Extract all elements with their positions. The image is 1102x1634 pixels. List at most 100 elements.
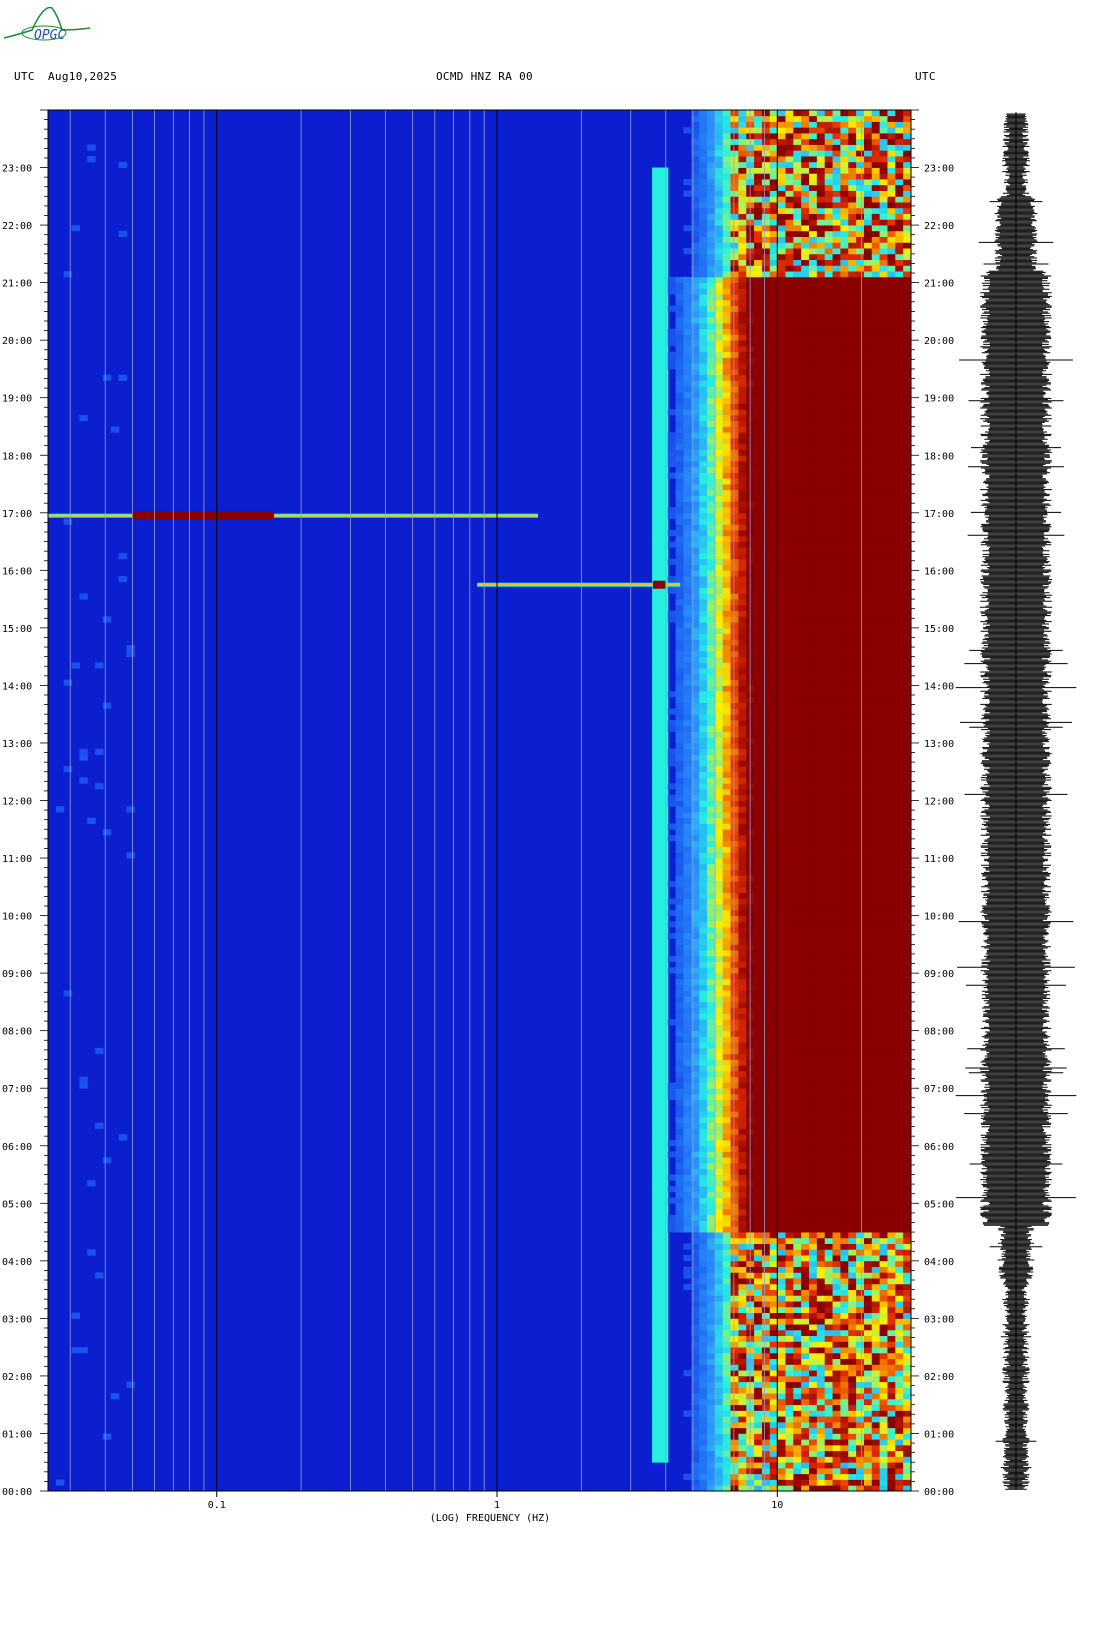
heatmap-cell <box>816 904 826 911</box>
heatmap-cell <box>879 760 889 767</box>
heatmap-cell <box>785 1341 794 1348</box>
heatmap-cell <box>832 1214 841 1221</box>
heatmap-cell <box>824 1404 834 1411</box>
heatmap-cell <box>659 944 669 951</box>
heatmap-cell <box>699 829 708 836</box>
heatmap-cell <box>761 1301 771 1308</box>
heatmap-cell <box>738 1393 747 1400</box>
heatmap-cell <box>699 1232 708 1239</box>
heatmap-cell <box>895 1076 904 1083</box>
heatmap-cell <box>816 1116 826 1124</box>
heatmap-cell <box>769 1134 779 1141</box>
heatmap-cell <box>738 1427 747 1434</box>
heatmap-cell <box>848 702 857 709</box>
heatmap-cell <box>801 1312 810 1319</box>
heatmap-cell <box>793 1047 802 1055</box>
heatmap-cell <box>895 719 904 727</box>
heatmap-cell <box>887 1266 896 1273</box>
heatmap-cell <box>856 1226 865 1233</box>
heatmap-cell <box>761 886 771 893</box>
heatmap-cell <box>95 783 104 790</box>
heatmap-cell <box>707 1341 716 1348</box>
heatmap-cell <box>699 662 708 669</box>
heatmap-cell <box>754 1260 763 1267</box>
heatmap-cell <box>879 909 889 916</box>
heatmap-cell <box>722 978 732 986</box>
heatmap-cell <box>816 1456 826 1463</box>
heatmap-cell <box>675 777 685 784</box>
heatmap-cell <box>730 1070 739 1078</box>
heatmap-cell <box>895 1473 904 1480</box>
heatmap-cell <box>683 1473 692 1480</box>
heatmap-cell <box>652 1433 661 1440</box>
heatmap-cell <box>714 627 724 635</box>
heatmap-cell <box>659 662 669 669</box>
heatmap-cell <box>777 817 787 824</box>
heatmap-cell <box>730 714 739 721</box>
heatmap-cell <box>871 1404 881 1411</box>
heatmap-cell <box>667 1082 677 1089</box>
heatmap-cell <box>730 961 739 968</box>
heatmap-cell <box>738 1398 747 1406</box>
heatmap-cell <box>730 1116 739 1124</box>
heatmap-cell <box>832 639 841 646</box>
heatmap-cell <box>793 656 802 663</box>
heatmap-cell <box>848 1070 857 1078</box>
heatmap-cell <box>840 950 849 957</box>
heatmap-cell <box>722 1007 732 1014</box>
heatmap-cell <box>816 1013 826 1020</box>
heatmap-cell <box>707 1059 716 1066</box>
heatmap-cell <box>699 1065 708 1072</box>
heatmap-cell <box>895 1134 904 1141</box>
heatmap-cell <box>840 668 849 675</box>
heatmap-cell <box>699 1168 708 1175</box>
heatmap-cell <box>871 656 881 663</box>
heatmap-cell <box>730 1416 739 1423</box>
heatmap-cell <box>754 725 763 732</box>
heatmap-cell <box>785 1329 794 1337</box>
heatmap-cell <box>652 1163 661 1170</box>
heatmap-cell <box>903 1128 911 1135</box>
heatmap-cell <box>738 1197 747 1204</box>
heatmap-cell <box>699 668 708 675</box>
heatmap-cell <box>652 817 661 824</box>
heatmap-cell <box>714 1433 724 1440</box>
heatmap-cell <box>824 944 834 951</box>
heatmap-cell <box>809 777 818 784</box>
heatmap-cell <box>699 1312 708 1319</box>
heatmap-cell <box>816 1157 826 1164</box>
heatmap-cell <box>683 1082 692 1089</box>
heatmap-cell <box>895 783 904 790</box>
heatmap-cell <box>761 984 771 991</box>
heatmap-cell <box>785 1099 794 1106</box>
heatmap-cell <box>871 898 881 905</box>
heatmap-cell <box>801 1053 810 1060</box>
heatmap-cell <box>824 765 834 773</box>
heatmap-cell <box>691 1168 700 1175</box>
heatmap-cell <box>848 742 857 750</box>
heatmap-cell <box>848 984 857 991</box>
heatmap-cell <box>730 1134 739 1141</box>
heatmap-cell <box>793 1260 802 1267</box>
heatmap-cell <box>730 656 739 663</box>
heatmap-cell <box>879 961 889 968</box>
heatmap-cell <box>699 990 708 997</box>
heatmap-cell <box>887 1278 896 1285</box>
heatmap-cell <box>879 1019 889 1026</box>
heatmap-cell <box>903 593 911 600</box>
heatmap-cell <box>793 904 802 911</box>
heatmap-cell <box>722 1030 732 1037</box>
heatmap-cell <box>730 1013 739 1020</box>
heatmap-cell <box>824 662 834 669</box>
heatmap-cell <box>871 1116 881 1124</box>
heatmap-cell <box>659 1065 669 1072</box>
heatmap-cell <box>675 852 685 859</box>
heatmap-cell <box>714 662 724 669</box>
heatmap-cell <box>832 1232 841 1239</box>
heatmap-cell <box>863 1047 873 1055</box>
heatmap-cell <box>848 996 857 1003</box>
heatmap-cell <box>816 783 826 790</box>
heatmap-cell <box>87 1249 96 1256</box>
heatmap-cell <box>879 765 889 773</box>
heatmap-cell <box>707 835 716 842</box>
